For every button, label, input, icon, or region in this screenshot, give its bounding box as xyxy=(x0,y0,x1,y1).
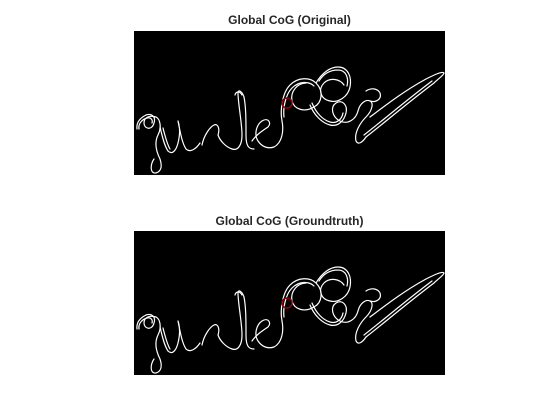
signature-image-original xyxy=(134,31,445,175)
panel-title-original: Global CoG (Original) xyxy=(228,13,351,27)
signature-strokes xyxy=(136,66,445,174)
panel-title-groundtruth: Global CoG (Groundtruth) xyxy=(215,214,364,228)
cog-marker xyxy=(281,97,293,109)
cog-marker xyxy=(281,297,293,309)
signature-image-groundtruth xyxy=(134,231,445,375)
signature-strokes xyxy=(136,266,445,374)
